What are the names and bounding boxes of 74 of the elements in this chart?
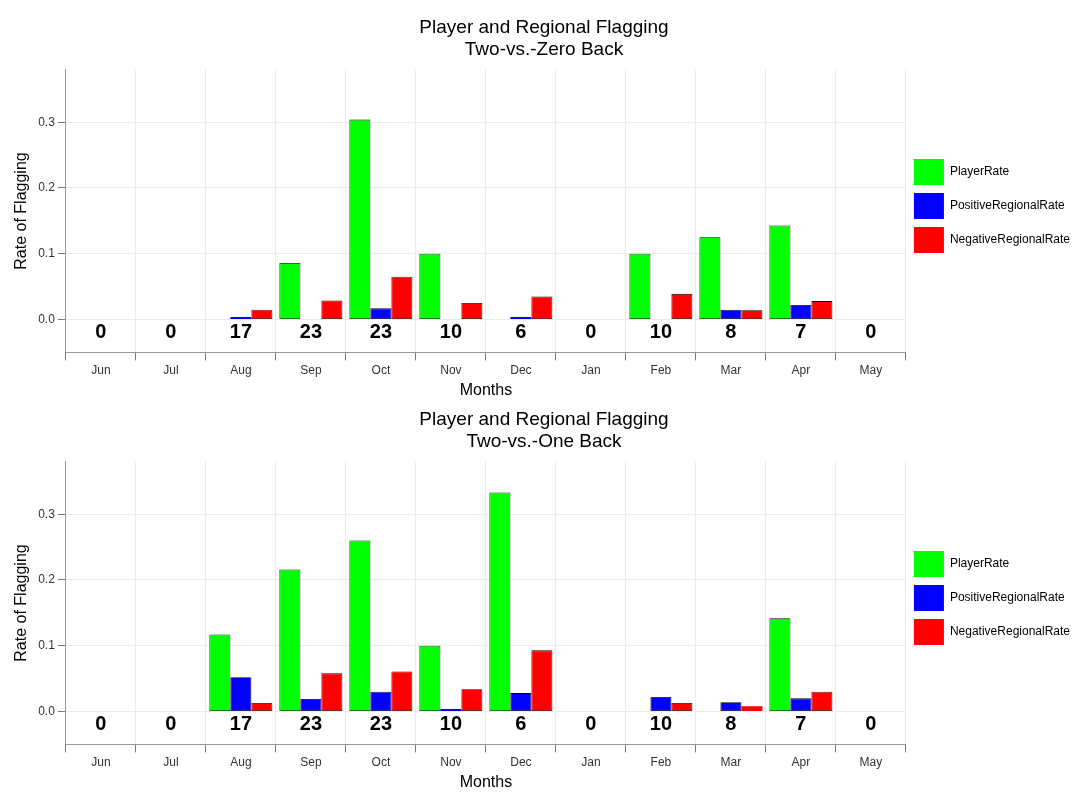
y-tick-label: 0.3 [38, 114, 56, 129]
annotation: 0 [585, 711, 597, 734]
annotation: 10 [439, 711, 463, 734]
y-tick-label: 0.2 [38, 572, 56, 587]
annotation: 0 [95, 319, 107, 342]
annotation: 17 [229, 711, 253, 734]
y-tick-label: 0.0 [38, 703, 56, 718]
bar [440, 708, 462, 712]
y-tick-label: 0.1 [38, 246, 56, 261]
chart-subtitle: Two-vs.-One Back [466, 430, 623, 452]
legend-label: NegativeRegionalRate [949, 232, 1071, 247]
x-tick-label: May [859, 362, 883, 377]
x-tick-label: Nov [440, 754, 462, 769]
bar [230, 316, 252, 320]
annotation: 23 [299, 319, 323, 342]
x-tick-label: Jun [91, 362, 111, 377]
y-tick-label: 0.0 [38, 311, 56, 326]
x-tick-label: May [859, 754, 883, 769]
annotation: 8 [725, 711, 737, 734]
annotation: 0 [585, 319, 597, 342]
x-axis-title: Months [459, 380, 513, 398]
legend-label: PlayerRate [949, 164, 1010, 179]
y-axis-title: Rate of Flagging [12, 544, 30, 662]
legend-label: PlayerRate [949, 556, 1010, 571]
x-tick-label: Apr [791, 362, 811, 377]
x-tick-label: Sep [300, 362, 322, 377]
x-tick-label: Oct [371, 362, 391, 377]
x-tick-label: Feb [650, 754, 672, 769]
x-tick-label: Jan [581, 754, 601, 769]
annotation: 0 [165, 711, 177, 734]
x-tick-label: Apr [791, 754, 811, 769]
x-tick-label: Jul [163, 754, 179, 769]
bar [741, 706, 763, 712]
y-tick-label: 0.3 [38, 506, 56, 521]
x-axis-title: Months [459, 772, 513, 790]
chart-subtitle: Two-vs.-Zero Back [464, 38, 624, 60]
x-tick-label: Jan [581, 362, 601, 377]
y-axis-title: Rate of Flagging [12, 152, 30, 270]
annotation: 0 [165, 319, 177, 342]
annotation: 7 [795, 711, 807, 734]
chart-title: Player and Regional Flagging [419, 407, 669, 429]
annotation: 8 [725, 319, 737, 342]
annotation: 0 [865, 711, 877, 734]
annotation: 10 [439, 319, 463, 342]
annotation: 0 [95, 711, 107, 734]
annotation: 23 [369, 319, 393, 342]
annotation: 10 [649, 711, 673, 734]
x-tick-label: Mar [720, 754, 742, 769]
annotation: 17 [229, 319, 253, 342]
annotation: 23 [299, 711, 323, 734]
x-tick-label: Aug [230, 362, 252, 377]
x-tick-label: Dec [510, 754, 532, 769]
bar [510, 316, 532, 320]
legend-label: PositiveRegionalRate [949, 590, 1065, 605]
x-tick-label: Sep [300, 754, 322, 769]
x-tick-label: Oct [371, 754, 391, 769]
x-tick-label: Nov [440, 362, 462, 377]
x-tick-label: Jul [163, 362, 179, 377]
x-tick-label: Mar [720, 362, 742, 377]
annotation: 23 [369, 711, 393, 734]
annotation: 6 [515, 711, 527, 734]
annotation: 6 [515, 319, 527, 342]
x-tick-label: Feb [650, 362, 672, 377]
legend-label: NegativeRegionalRate [949, 624, 1071, 639]
annotation: 10 [649, 319, 673, 342]
x-tick-label: Dec [510, 362, 532, 377]
chart-title: Player and Regional Flagging [419, 15, 669, 37]
y-tick-label: 0.2 [38, 180, 56, 195]
x-tick-label: Jun [91, 754, 111, 769]
annotation: 0 [865, 319, 877, 342]
y-tick-label: 0.1 [38, 638, 56, 653]
annotation: 7 [795, 319, 807, 342]
legend-label: PositiveRegionalRate [949, 198, 1065, 213]
x-tick-label: Aug [230, 754, 252, 769]
